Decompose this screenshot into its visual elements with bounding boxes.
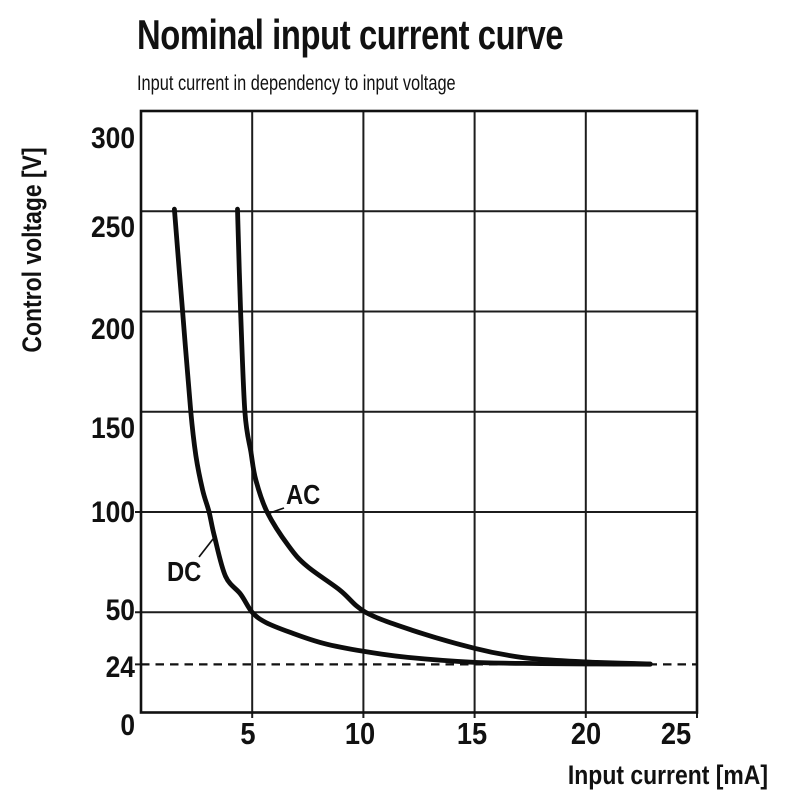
x-tick-15: 15 [457,717,487,751]
x-tick-5: 5 [240,717,255,751]
x-tick-25: 25 [661,717,691,751]
dc-leader-line [198,538,214,558]
x-tick-10: 10 [345,717,375,751]
chart-subtitle: Input current in dependency to input vol… [137,71,456,94]
y-axis-title: Control voltage [V] [17,147,47,352]
dc-series-label: DC [167,555,202,587]
y-tick-24: 24 [106,649,136,683]
gridlines [135,110,698,718]
y-tick-100: 100 [91,494,135,528]
x-tick-20: 20 [571,717,601,751]
curves [172,206,653,667]
y-tick-250: 250 [91,209,135,243]
curve-ac [235,206,653,667]
y-tick-150: 150 [91,410,135,444]
chart-title: Nominal input current curve [137,11,563,58]
ac-series-label: AC [286,478,321,510]
curve-dc [172,206,653,667]
y-tick-300: 300 [91,120,135,154]
y-tick-50: 50 [106,592,135,626]
y-tick-0: 0 [120,707,135,741]
x-axis-title: Input current [mA] [568,760,768,790]
ac-leader-line [266,507,285,515]
plot-frame [139,109,699,714]
y-tick-200: 200 [91,311,135,345]
